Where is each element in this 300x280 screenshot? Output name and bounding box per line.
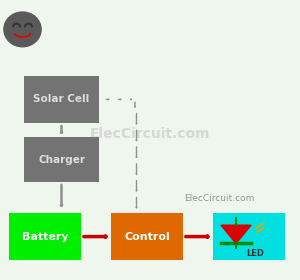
Text: Solar Cell: Solar Cell	[33, 94, 90, 104]
Text: LED: LED	[246, 249, 264, 258]
FancyBboxPatch shape	[24, 137, 99, 182]
Text: ElecCircuit.com: ElecCircuit.com	[90, 127, 210, 141]
FancyBboxPatch shape	[24, 76, 99, 123]
FancyBboxPatch shape	[213, 213, 285, 260]
FancyBboxPatch shape	[111, 213, 183, 260]
Text: ElecCircuit.com: ElecCircuit.com	[184, 194, 254, 203]
FancyBboxPatch shape	[9, 213, 81, 260]
Circle shape	[4, 12, 41, 47]
Text: Control: Control	[124, 232, 170, 242]
Polygon shape	[221, 225, 251, 243]
Text: Charger: Charger	[38, 155, 85, 165]
Text: Battery: Battery	[22, 232, 68, 242]
